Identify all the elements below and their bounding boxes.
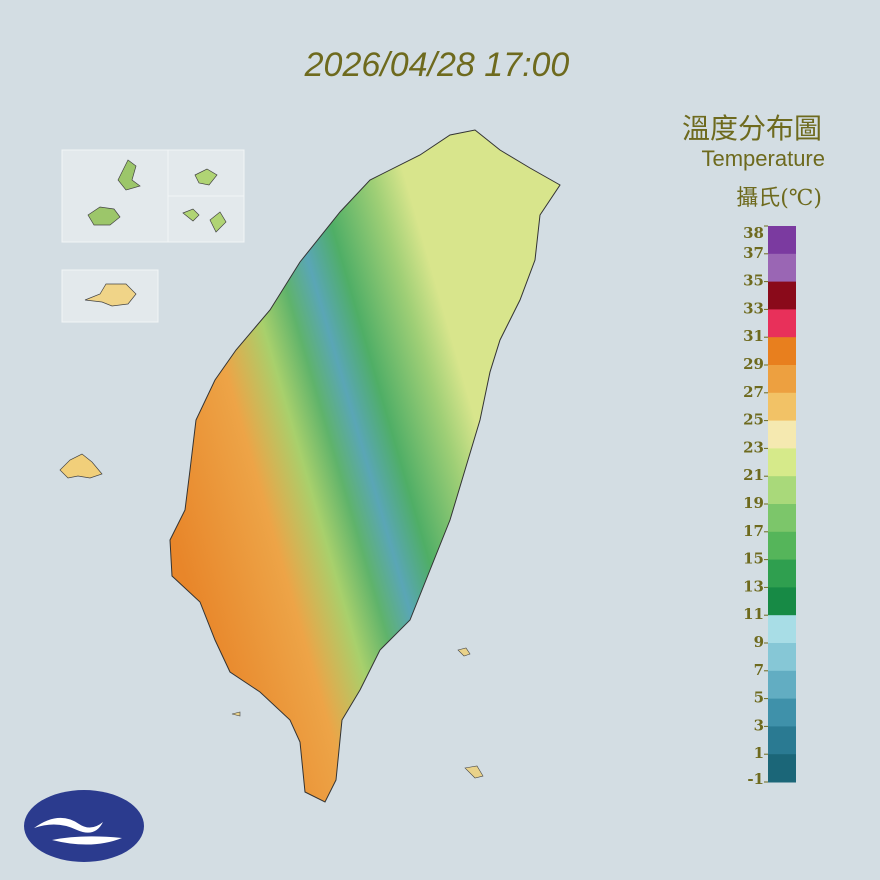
small-islands: [231, 647, 484, 779]
tick-label: 33: [743, 299, 764, 317]
color-step: [768, 531, 796, 561]
tick-label: -1: [747, 770, 764, 788]
color-step: [768, 504, 796, 533]
color-step: [768, 754, 796, 783]
logo: [24, 790, 144, 862]
color-step: [768, 281, 796, 310]
color-step: [768, 309, 796, 338]
color-step: [768, 559, 796, 588]
tick-label: 9: [754, 633, 764, 651]
timestamp: 2026/04/28 17:00: [304, 46, 570, 84]
tick-label: 5: [754, 689, 764, 707]
color-step: [768, 420, 796, 449]
tick-label: 37: [743, 244, 764, 262]
tick-label: 11: [743, 605, 764, 623]
color-step: [768, 643, 796, 672]
tick-label: 17: [743, 522, 764, 540]
inset-islands: [59, 149, 245, 479]
color-step: [768, 615, 796, 644]
tick-label: 19: [743, 494, 764, 512]
tick-label: 15: [743, 550, 764, 568]
tick-label: 35: [743, 272, 764, 290]
color-step: [768, 698, 796, 727]
tick-label: 25: [743, 411, 764, 429]
tick-label: 3: [754, 716, 764, 734]
color-step: [768, 587, 796, 616]
color-step: [768, 365, 796, 394]
tick-label: 21: [743, 466, 764, 484]
tick-label: 13: [743, 577, 764, 595]
tick-label: 1: [754, 744, 764, 762]
color-step: [768, 476, 796, 505]
color-step: [768, 392, 796, 422]
color-step: [768, 670, 796, 700]
color-step: [768, 448, 796, 477]
tick-label: 31: [743, 327, 764, 345]
legend-subtitle: Temperature: [701, 146, 825, 171]
tick-label: 29: [743, 355, 764, 373]
tick-label: 27: [743, 383, 764, 401]
tick-label: 38: [743, 224, 764, 242]
color-step: [768, 337, 796, 366]
color-step: [768, 253, 796, 283]
color-step: [768, 726, 796, 755]
tick-label: 23: [743, 438, 764, 456]
tick-label: 7: [754, 661, 764, 679]
color-step: [768, 226, 796, 255]
legend-title: 溫度分布圖: [682, 112, 822, 145]
legend-unit: 攝氏(℃): [736, 186, 822, 211]
taiwan-island: [169, 129, 561, 803]
